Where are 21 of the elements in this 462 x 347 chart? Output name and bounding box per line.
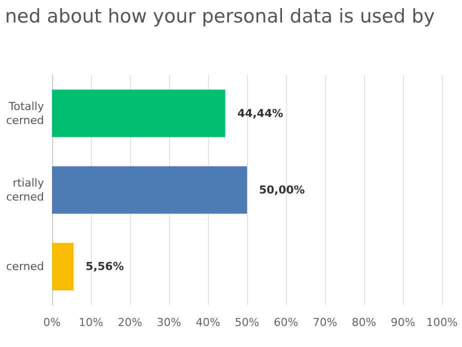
x-tick-label: 70% — [312, 316, 338, 329]
y-tick-label: Totally cerned — [6, 100, 44, 127]
x-tick-label: 50% — [234, 316, 260, 329]
x-tick-label: 40% — [196, 316, 220, 329]
y-tick-label: cerned — [6, 260, 44, 274]
x-tick-label: 30% — [156, 316, 182, 329]
x-tick-label: 60% — [274, 316, 298, 329]
bar — [52, 90, 226, 138]
data-label: 50,00% — [259, 184, 305, 196]
data-label: 44,44% — [237, 106, 284, 120]
x-tick-label: 80% — [352, 316, 376, 329]
x-tick-label: 0% — [43, 316, 61, 329]
x-tick-label: 90% — [390, 316, 416, 329]
bar — [52, 242, 74, 290]
data-label: 5,56% — [86, 260, 124, 274]
x-tick-label: 20% — [118, 316, 142, 329]
x-tick-label: 100% — [426, 316, 458, 329]
chart-title: ned about how your personal data is used by — [5, 6, 435, 28]
bar — [52, 166, 247, 214]
y-tick-label: rtially cerned — [6, 176, 44, 204]
x-tick-label: 10% — [78, 316, 104, 329]
